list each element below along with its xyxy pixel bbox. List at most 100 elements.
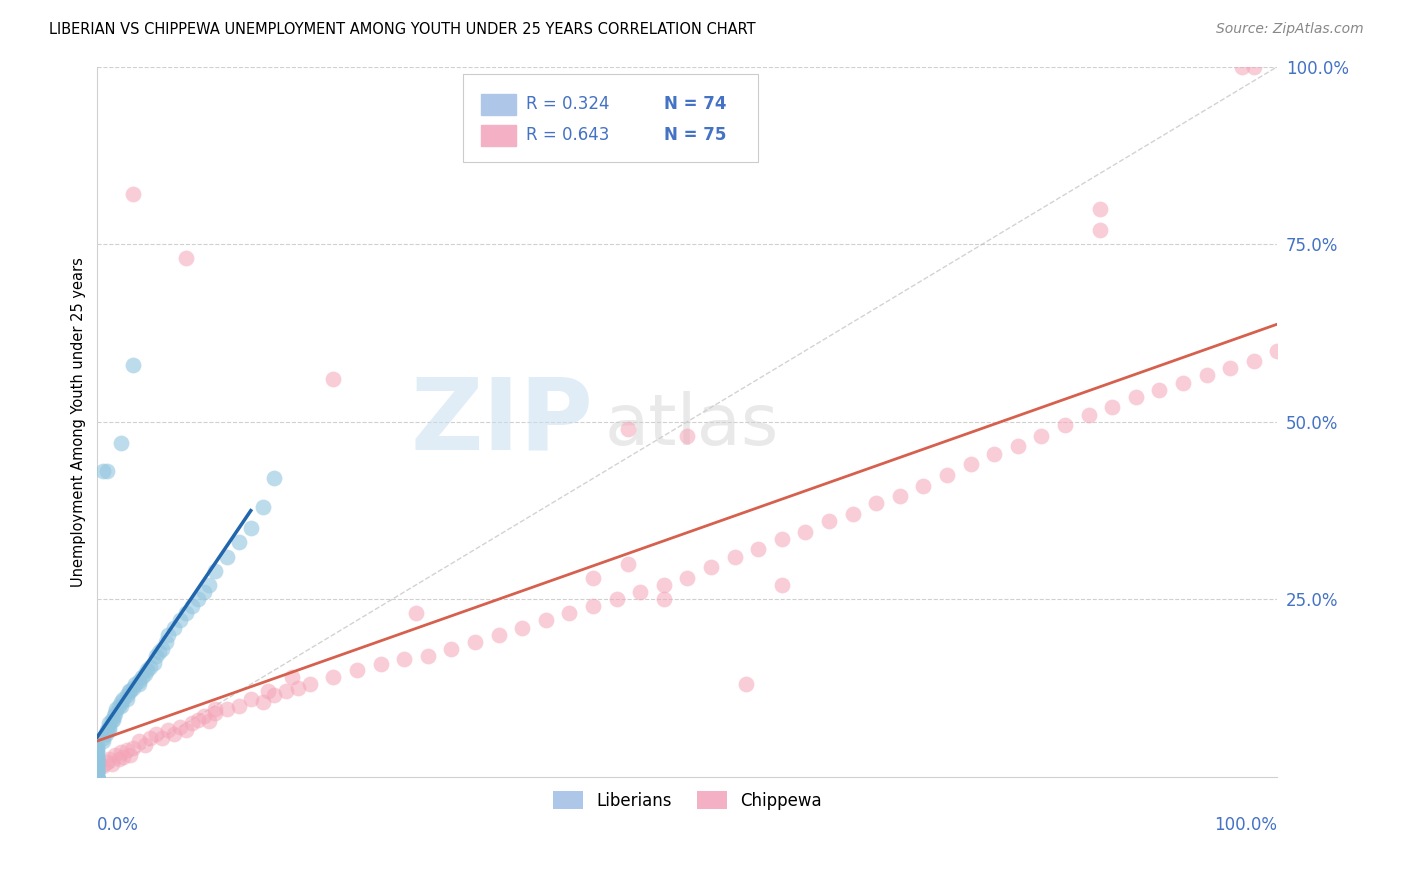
Point — [135, 663, 157, 677]
Text: LIBERIAN VS CHIPPEWA UNEMPLOYMENT AMONG YOUTH UNDER 25 YEARS CORRELATION CHART: LIBERIAN VS CHIPPEWA UNEMPLOYMENT AMONG … — [49, 22, 756, 37]
Point — [86, 745, 108, 759]
Point — [582, 571, 605, 585]
Point — [1031, 429, 1053, 443]
Text: N = 75: N = 75 — [664, 127, 725, 145]
Point — [392, 652, 415, 666]
Point — [86, 756, 108, 771]
Point — [239, 691, 262, 706]
Point — [86, 741, 108, 756]
Point — [112, 691, 135, 706]
Text: atlas: atlas — [605, 391, 779, 459]
Point — [86, 764, 108, 778]
Point — [145, 727, 167, 741]
Point — [1219, 361, 1241, 376]
Point — [107, 752, 129, 766]
Point — [239, 521, 262, 535]
Point — [120, 684, 142, 698]
Point — [91, 759, 114, 773]
Point — [193, 585, 215, 599]
Point — [86, 770, 108, 784]
Point — [204, 564, 226, 578]
Point — [187, 713, 209, 727]
Point — [405, 607, 427, 621]
Point — [115, 688, 138, 702]
Point — [652, 578, 675, 592]
Point — [676, 571, 699, 585]
Point — [96, 723, 118, 738]
Point — [139, 731, 162, 745]
Point — [1267, 343, 1289, 358]
Point — [98, 716, 121, 731]
Point — [86, 748, 108, 763]
Point — [118, 684, 141, 698]
Point — [198, 578, 221, 592]
Point — [157, 627, 180, 641]
Point — [936, 467, 959, 482]
Point — [110, 695, 132, 709]
Text: R = 0.324: R = 0.324 — [526, 95, 609, 113]
Point — [91, 464, 114, 478]
Point — [103, 709, 125, 723]
Point — [617, 422, 640, 436]
Point — [1243, 354, 1265, 368]
Point — [889, 489, 911, 503]
Point — [582, 599, 605, 614]
Point — [228, 698, 250, 713]
Point — [1125, 390, 1147, 404]
Point — [110, 698, 132, 713]
Point — [794, 524, 817, 539]
Point — [770, 578, 793, 592]
Point — [86, 766, 108, 780]
FancyBboxPatch shape — [481, 94, 516, 115]
Point — [128, 673, 150, 688]
Point — [217, 549, 239, 564]
Point — [134, 738, 156, 752]
Point — [145, 648, 167, 663]
Point — [287, 681, 309, 695]
Point — [143, 656, 166, 670]
Point — [100, 756, 122, 771]
Point — [86, 763, 108, 777]
Point — [841, 507, 863, 521]
Point — [416, 648, 439, 663]
Point — [198, 714, 221, 729]
Point — [606, 592, 628, 607]
Point — [86, 759, 108, 773]
Point — [150, 731, 173, 745]
Point — [464, 634, 486, 648]
Point — [86, 766, 108, 780]
Point — [86, 770, 108, 784]
Point — [86, 770, 108, 784]
Point — [115, 742, 138, 756]
Point — [187, 592, 209, 607]
Point — [110, 436, 132, 450]
Point — [128, 677, 150, 691]
Point — [157, 723, 180, 738]
Point — [86, 752, 108, 766]
Point — [180, 716, 202, 731]
Point — [86, 770, 108, 784]
Point — [676, 429, 699, 443]
Point — [959, 457, 981, 471]
Text: 0.0%: 0.0% — [97, 815, 139, 834]
Point — [131, 670, 153, 684]
Point — [86, 770, 108, 784]
Point — [121, 681, 143, 695]
Text: ZIP: ZIP — [411, 373, 593, 470]
Point — [121, 358, 143, 372]
Point — [86, 761, 108, 775]
Text: Source: ZipAtlas.com: Source: ZipAtlas.com — [1216, 22, 1364, 37]
Point — [169, 720, 191, 734]
Point — [120, 748, 142, 763]
Point — [104, 748, 127, 763]
Point — [121, 187, 143, 202]
Point — [91, 734, 114, 748]
FancyBboxPatch shape — [463, 74, 758, 162]
Point — [912, 478, 935, 492]
Point — [1077, 408, 1099, 422]
Point — [1007, 440, 1029, 454]
Point — [174, 607, 197, 621]
Point — [1054, 418, 1077, 433]
Text: 100.0%: 100.0% — [1215, 815, 1278, 834]
Point — [1171, 376, 1194, 390]
